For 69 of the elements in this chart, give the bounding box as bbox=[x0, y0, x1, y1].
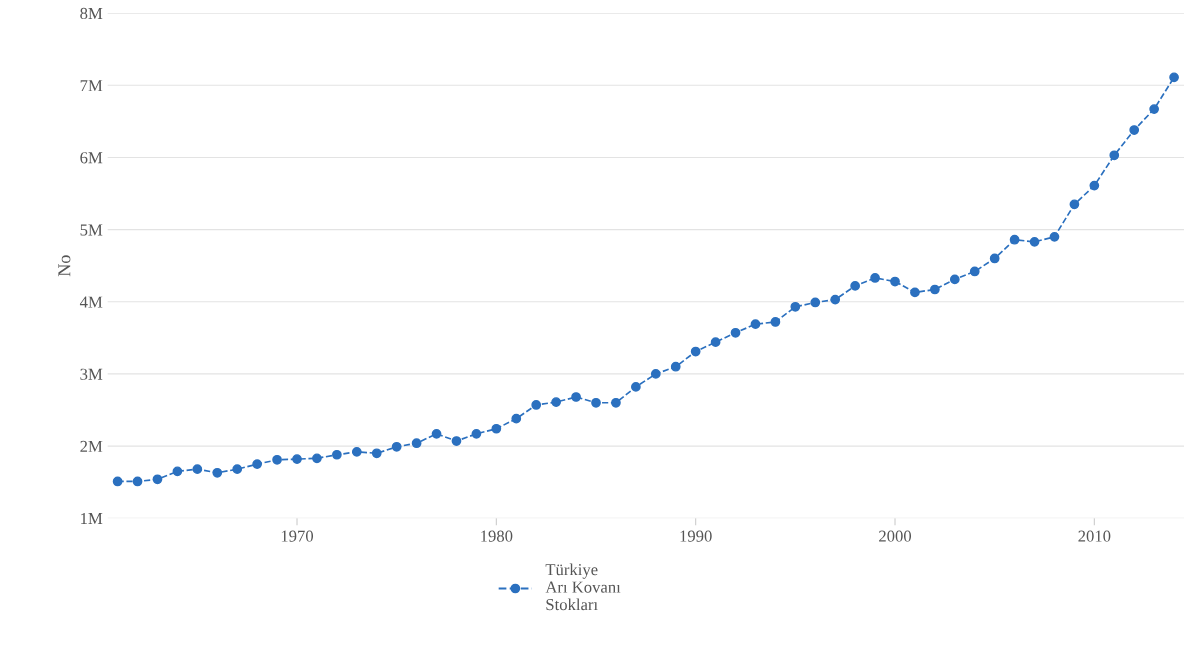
y-tick-label: 2M bbox=[80, 440, 103, 452]
y-tick-label: 7M bbox=[80, 80, 103, 92]
point bbox=[890, 276, 900, 287]
point bbox=[172, 466, 183, 477]
point bbox=[949, 274, 960, 285]
point bbox=[1149, 104, 1160, 114]
point bbox=[1089, 180, 1100, 191]
point bbox=[332, 449, 342, 460]
point bbox=[631, 382, 641, 392]
point bbox=[431, 428, 442, 439]
point bbox=[850, 281, 861, 291]
point bbox=[511, 413, 522, 424]
point bbox=[112, 476, 123, 487]
y-tick-label: 4M bbox=[79, 296, 103, 308]
point bbox=[870, 273, 880, 283]
point bbox=[591, 397, 601, 408]
point bbox=[910, 287, 920, 298]
point bbox=[411, 438, 422, 449]
y-tick-label: 8M bbox=[80, 7, 103, 20]
point bbox=[989, 253, 1000, 264]
point bbox=[351, 446, 362, 457]
point bbox=[212, 467, 223, 478]
point bbox=[730, 327, 741, 338]
x-tick-label: 2000 bbox=[879, 530, 912, 542]
point bbox=[1049, 231, 1060, 242]
x-tick-label: 1990 bbox=[680, 530, 712, 542]
point bbox=[451, 436, 462, 446]
point bbox=[1169, 72, 1179, 83]
point bbox=[152, 474, 163, 485]
point bbox=[690, 346, 701, 357]
point bbox=[551, 397, 562, 407]
point bbox=[531, 400, 542, 410]
point bbox=[571, 392, 581, 402]
point bbox=[132, 476, 143, 487]
point bbox=[770, 317, 781, 327]
x-tick-label: 1970 bbox=[281, 530, 314, 542]
point bbox=[969, 266, 980, 277]
point bbox=[252, 459, 263, 469]
point bbox=[790, 301, 801, 312]
y-tick-label: 6M bbox=[80, 152, 103, 164]
point bbox=[1129, 125, 1140, 135]
point bbox=[830, 294, 841, 305]
point bbox=[232, 464, 243, 475]
point bbox=[670, 361, 681, 372]
point bbox=[391, 441, 402, 452]
point bbox=[1069, 199, 1080, 210]
point bbox=[272, 454, 282, 465]
legend-label: Türkiye Arı Kovanı Stokları bbox=[545, 563, 621, 611]
point bbox=[292, 454, 302, 464]
point bbox=[650, 369, 661, 379]
point bbox=[710, 337, 721, 348]
point bbox=[1009, 234, 1020, 245]
y-tick-label: 5M bbox=[80, 224, 103, 236]
point bbox=[1029, 237, 1040, 247]
point bbox=[471, 428, 482, 439]
point bbox=[810, 297, 821, 308]
y-tick-label: 1M bbox=[81, 513, 103, 525]
y-tick-label: 3M bbox=[80, 368, 103, 380]
x-tick-label: 1980 bbox=[481, 530, 513, 542]
point bbox=[1109, 150, 1120, 161]
point bbox=[371, 448, 382, 459]
point bbox=[192, 464, 203, 475]
point bbox=[750, 319, 761, 329]
point bbox=[611, 397, 621, 408]
point bbox=[491, 423, 502, 434]
x-tick-label: 2010 bbox=[1078, 530, 1111, 542]
y-axis-title: No bbox=[58, 255, 71, 277]
point bbox=[312, 453, 322, 464]
point bbox=[930, 284, 940, 295]
